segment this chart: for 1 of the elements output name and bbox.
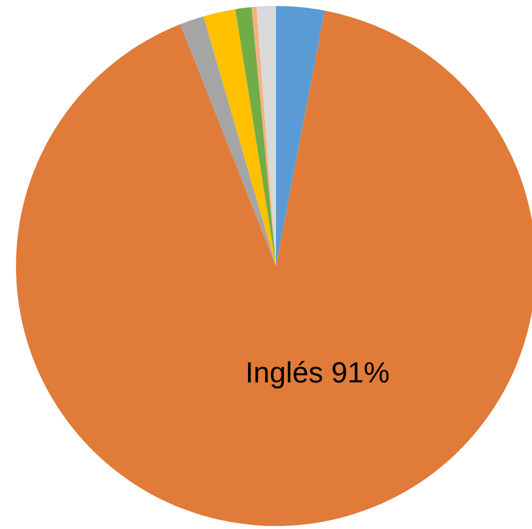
slice-label: Inglés 91% [248, 360, 389, 388]
